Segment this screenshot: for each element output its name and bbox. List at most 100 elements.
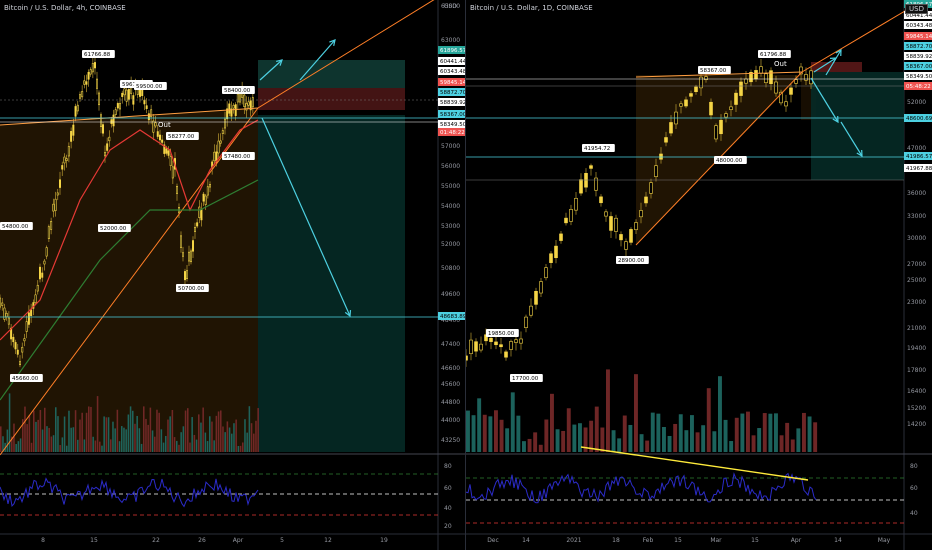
- price-annotation-box: [222, 152, 255, 160]
- volume-bar: [561, 430, 566, 452]
- candle: [494, 341, 498, 346]
- candle: [106, 143, 109, 151]
- candle: [624, 241, 628, 250]
- volume-bar: [471, 415, 476, 452]
- volume-bar: [248, 406, 251, 452]
- volume-bar: [578, 423, 582, 452]
- candle: [474, 341, 478, 352]
- volume-bar: [466, 410, 470, 452]
- volume-bar: [250, 423, 253, 452]
- price-tick-label: 16400: [907, 388, 926, 395]
- price-tag-box: [904, 11, 932, 19]
- price-annotation: 58400.00: [224, 88, 251, 94]
- volume-bar: [74, 410, 77, 452]
- candle: [789, 87, 793, 95]
- volume-bar: [768, 413, 773, 452]
- price-tick-label: 19400: [907, 345, 926, 352]
- right-chart-panel[interactable]: 61796.88 58367.00 48000.00 41954.72 28900.00…: [466, 0, 932, 550]
- candle: [794, 79, 798, 84]
- wedge-top-line: [635, 71, 803, 78]
- candle: [159, 134, 162, 141]
- price-tag-label: 58367.00: [906, 64, 932, 70]
- candle: [539, 281, 543, 294]
- date-tick-label: 15: [674, 537, 682, 544]
- volume-bar: [209, 416, 211, 452]
- volume-bar: [723, 419, 728, 452]
- candle: [604, 211, 608, 217]
- candle: [52, 203, 55, 212]
- price-tag-box: [438, 46, 466, 54]
- price-tag-box: [438, 67, 466, 75]
- right-chart-canvas[interactable]: 61796.88 58367.00 48000.00 41954.72 28900.00…: [466, 0, 932, 550]
- volume-bar: [193, 434, 196, 452]
- price-annotation-box: [758, 50, 791, 58]
- price-tag-box: [904, 21, 932, 29]
- date-tick-label: 26: [198, 537, 206, 544]
- price-tick-label: 21000: [907, 325, 926, 332]
- candle: [804, 74, 808, 81]
- volume-bar: [550, 393, 554, 452]
- volume-bar: [132, 410, 134, 452]
- left-symbol-title: Bitcoin / U.S. Dollar, 4h, COINBASE: [4, 4, 126, 12]
- volume-bar: [66, 445, 68, 452]
- volume-bar: [162, 442, 165, 452]
- arrowhead: [832, 115, 839, 124]
- out-label: Out: [158, 121, 171, 129]
- candle: [206, 186, 209, 196]
- volume-bar: [33, 410, 35, 452]
- volume-bar: [662, 426, 666, 452]
- left-chart-canvas[interactable]: 61766.8859672.0059500.0058400.0058277.00…: [0, 0, 466, 550]
- price-tick-label: 27000: [907, 261, 926, 268]
- candle: [190, 250, 193, 263]
- volume-bar: [235, 419, 237, 452]
- volume-bar: [673, 423, 678, 452]
- candle: [54, 198, 57, 211]
- arrowhead: [329, 39, 336, 46]
- volume-bar: [228, 427, 231, 452]
- candle: [143, 99, 146, 105]
- volume-bar: [37, 419, 39, 452]
- candle: [644, 196, 648, 204]
- candle: [734, 92, 738, 105]
- date-tick-label: May: [878, 537, 891, 544]
- volume-bar: [156, 409, 158, 452]
- candle: [96, 78, 99, 89]
- volume-bar: [790, 439, 795, 452]
- panel-divider[interactable]: [465, 0, 466, 550]
- volume-bar: [544, 419, 549, 452]
- price-tag-box: [904, 42, 932, 50]
- short-target-zone: [258, 115, 405, 452]
- volume-bar: [85, 412, 88, 452]
- volume-bar: [198, 414, 200, 452]
- price-annotation-box: [0, 222, 33, 230]
- volume-bar: [656, 413, 661, 452]
- candle: [45, 247, 48, 257]
- candle: [534, 290, 538, 305]
- volume-bar: [237, 445, 240, 452]
- candle: [85, 81, 88, 85]
- candle: [119, 103, 122, 110]
- candle: [176, 185, 179, 194]
- volume-bar: [813, 422, 818, 452]
- stop-zone: [811, 62, 862, 72]
- volume-bar: [6, 429, 9, 452]
- price-tick-label: 44800: [441, 399, 460, 406]
- price-annotation: 45660.00: [12, 376, 39, 382]
- volume-bar: [572, 424, 577, 452]
- price-annotation: 50700.00: [178, 286, 205, 292]
- candle: [549, 253, 553, 263]
- currency-button[interactable]: USD: [905, 4, 928, 14]
- price-annotation: 52000.00: [100, 226, 127, 232]
- volume-bar: [802, 412, 806, 452]
- candle: [58, 179, 61, 188]
- date-tick-label: 18: [612, 537, 620, 544]
- volume-bar: [79, 419, 81, 452]
- date-tick-label: 2021: [566, 537, 581, 544]
- price-annotation-box: [616, 256, 649, 264]
- price-tag-box: [438, 128, 466, 136]
- candle: [79, 94, 82, 99]
- price-annotation: 41954.72: [584, 146, 610, 152]
- volume-bar: [645, 440, 650, 452]
- candle: [56, 192, 59, 196]
- left-chart-panel[interactable]: 61766.8859672.0059500.0058400.0058277.00…: [0, 0, 466, 550]
